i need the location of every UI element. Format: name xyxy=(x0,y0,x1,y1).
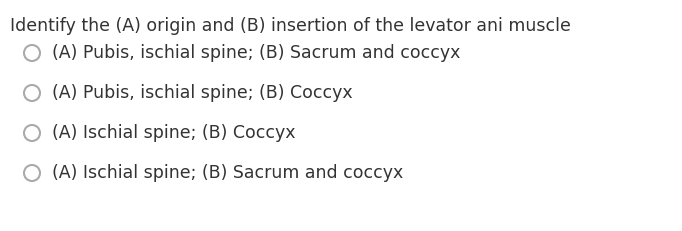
Text: (A) Pubis, ischial spine; (B) Sacrum and coccyx: (A) Pubis, ischial spine; (B) Sacrum and… xyxy=(52,44,460,62)
Text: (A) Ischial spine; (B) Sacrum and coccyx: (A) Ischial spine; (B) Sacrum and coccyx xyxy=(52,163,403,181)
Text: Identify the (A) origin and (B) insertion of the levator ani muscle: Identify the (A) origin and (B) insertio… xyxy=(10,17,571,35)
Text: (A) Ischial spine; (B) Coccyx: (A) Ischial spine; (B) Coccyx xyxy=(52,123,295,141)
Text: (A) Pubis, ischial spine; (B) Coccyx: (A) Pubis, ischial spine; (B) Coccyx xyxy=(52,84,353,102)
